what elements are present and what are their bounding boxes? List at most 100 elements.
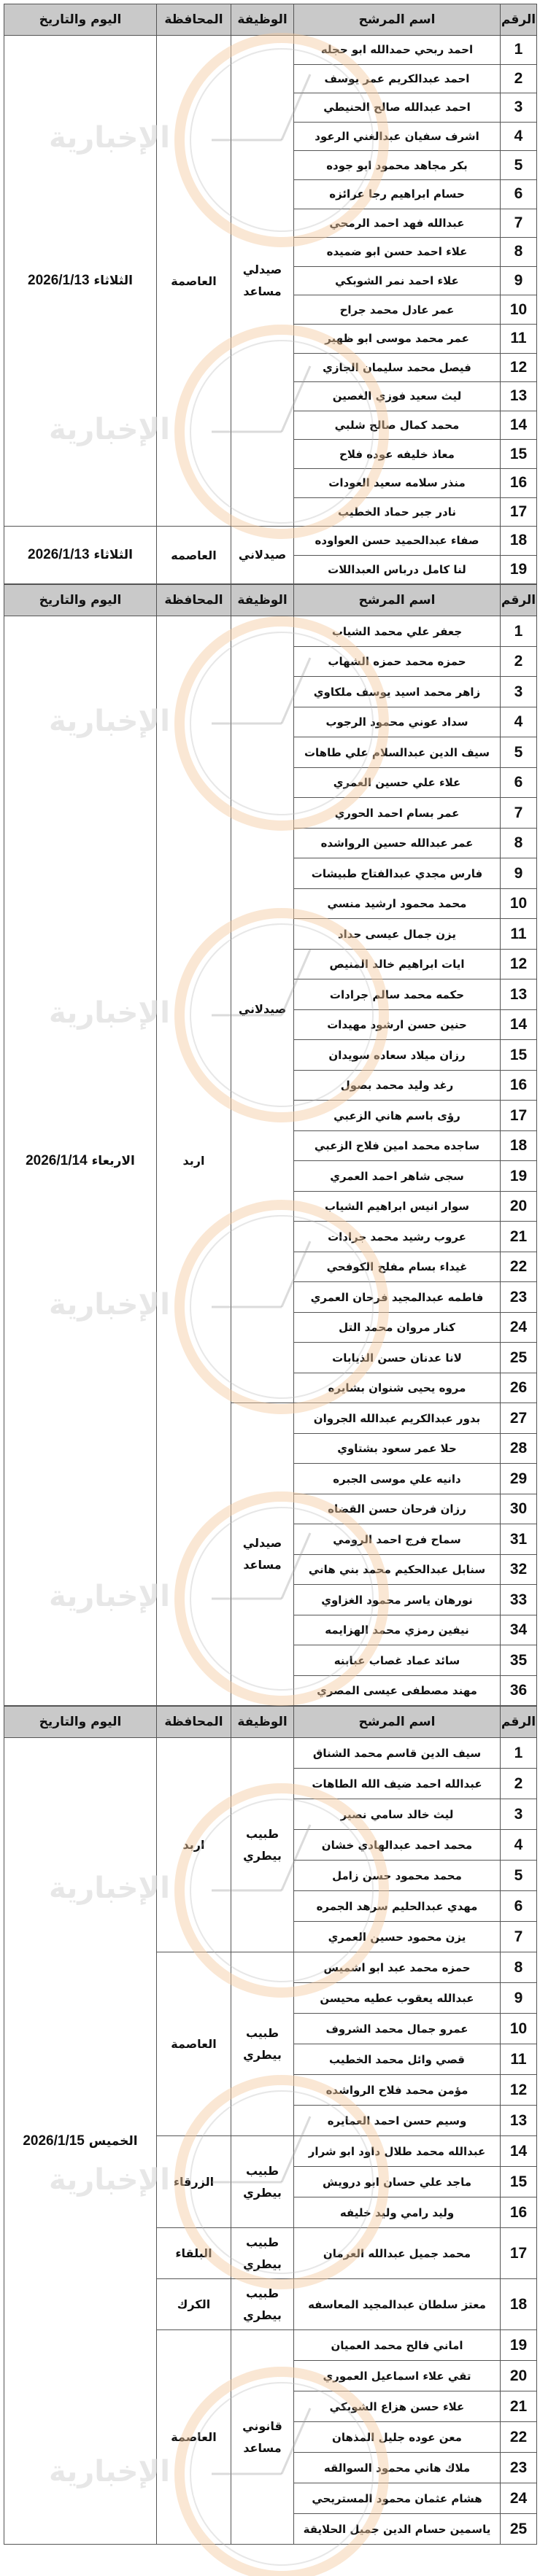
row-number: 10 [500,2013,537,2045]
header-governorate: المحافظة [156,1706,231,1739]
row-number: 12 [500,948,537,980]
header-candidate-name: اسم المرشح [293,584,501,617]
row-number: 12 [500,352,537,383]
table-row: 4 اشرف سفيان عبدالغني الرعود [4,121,537,152]
table-row: 10 عمر عادل محمد جراح [4,295,537,325]
table-row: 4 سداد عوني محمود الرجوب [4,706,537,738]
candidate-name: عمر محمد موسى ابو ظهير [293,323,501,354]
day-date-cell: الثلاثاء 2026/1/13 [4,34,157,527]
candidate-name: دانيه علي موسى الجبره [293,1463,501,1494]
candidate-name: معاذ خليفه عوده فلاح [293,439,501,469]
row-number: 4 [500,1829,537,1861]
row-number: 13 [500,979,537,1010]
candidate-name: احمد ربحي حمدالله ابو حجله [293,35,501,65]
day-label: الثلاثاء [93,548,133,563]
row-number: 1 [500,1737,537,1769]
header-row: الرقم اسم المرشح الوظيفة المحافظة اليوم والت… [4,1706,537,1739]
row-number: 18 [500,1130,537,1162]
candidate-name: عمر عادل محمد جراح [293,295,501,325]
row-number: 2 [500,645,537,678]
table-row: 15 معاذ خليفه عوده فلاح [4,439,537,469]
table-row: 23 ملاك هاني محمود السوالقه [4,2452,537,2484]
table-row: 8 حمزه محمد عبد ابو اشميس طبيب بيطري العاصم… [4,1952,537,2137]
row-number: 26 [500,1372,537,1404]
table-row: 19 لنا كامل درباس العبداللات [4,554,537,585]
candidate-name: لانا عدنان حسن الذيابات [293,1342,501,1373]
candidate-name: عروب رشيد محمد جرادات [293,1221,501,1252]
row-number: 22 [500,2421,537,2453]
header-day-date: اليوم والتاريخ [4,1706,157,1739]
table-row: 15 رزان ميلاد سعاده سويدان [4,1039,537,1071]
candidate-name: تقي علاء اسماعيل العموري [293,2360,501,2392]
candidates-schedule: الرقم اسم المرشح الوظيفة المحافظة اليوم والت… [4,4,537,2545]
row-number: 16 [500,468,537,498]
candidate-name: ايات ابراهيم خالد المنيص [293,948,501,980]
candidate-name: رغد وليد محمد بصول [293,1069,501,1101]
governorate-cell: العاصمه [156,526,231,585]
header-number: الرقم [500,584,537,617]
table-row: 36 مهند مصطفى عيسى المصري [4,1675,537,1707]
row-number: 32 [500,1553,537,1586]
table-row: 19 اماني فالح محمد العميان قانوني مساعد الع… [4,2329,537,2545]
row-number: 34 [500,1614,537,1646]
table-row: 15 ماجد علي حسان ابو درويش [4,2166,537,2198]
candidate-name: مهدي عبدالحليم سرهد الجمره [293,1890,501,1923]
row-number: 11 [500,918,537,950]
candidate-name: جعفر علي محمد الشياب [293,616,501,647]
table-row: 14 محمد كمال صالح شلبي [4,410,537,441]
table-row: 12 فيصل محمد سليمان الجازي [4,352,537,383]
row-number: 15 [500,1039,537,1071]
row-number: 29 [500,1463,537,1494]
candidate-name: محمد احمد عبدالهادي خشان [293,1829,501,1861]
candidate-name: قصي وائل محمد الخطيب [293,2044,501,2076]
row-number: 31 [500,1524,537,1555]
table-row: 6 حسام ابراهيم رجا عرائزه [4,179,537,209]
table-row: 5 بكر مجاهد محمود ابو جوده [4,150,537,180]
row-number: 18 [500,2278,537,2331]
row-number: 36 [500,1675,537,1707]
job-cell: صيدلي مساعد [231,34,294,527]
governorate-cell: البلقاء [156,2227,231,2280]
table-row: 17 محمد جميل عبدالله العرمان طبيب بيطري الب… [4,2227,537,2280]
row-number: 30 [500,1493,537,1525]
table-row: 6 علاء علي حسين العمري [4,767,537,799]
table-row: 16 رغد وليد محمد بصول [4,1069,537,1101]
job-cell: قانوني مساعد [231,2329,294,2545]
governorate-cell: العاصمة [156,1952,231,2137]
table-row: 22 غيداء بسام مفلح الكوفحي [4,1251,537,1283]
candidate-name: حكمه محمد سالم جرادات [293,979,501,1010]
row-number: 18 [500,526,537,556]
row-number: 24 [500,1311,537,1343]
job-cell: طبيب بيطري [231,2135,294,2229]
row-number: 7 [500,208,537,238]
candidate-name: سنابل عبدالحكيم محمد بني هاني [293,1553,501,1586]
row-number: 8 [500,827,537,859]
day-date-cell: الثلاثاء 2026/1/13 [4,526,157,585]
candidate-name: حمزه محمد حمزه الشهاب [293,645,501,678]
candidate-name: محمد محمود ارشيد منسي [293,888,501,920]
row-number: 11 [500,323,537,354]
row-number: 19 [500,2329,537,2362]
table-row: 27 بدور عبدالكريم عبدالله الجروان صيدلي مس… [4,1403,537,1707]
candidate-name: علاء حسن هزاع الشوبكي [293,2391,501,2423]
row-number: 13 [500,381,537,411]
table-row: 25 ياسمين حسام الدين جميل الحلايقة [4,2513,537,2545]
candidate-name: عبدالله يعقوب عطيه محيسن [293,1982,501,2014]
row-number: 25 [500,2513,537,2545]
header-candidate-name: اسم المرشح [293,4,501,36]
date-label: 2026/1/15 [23,2133,85,2149]
table-row: 1 جعفر علي محمد الشياب صيدلاني اربد الاربعاء… [4,616,537,1707]
table-row: 21 عروب رشيد محمد جرادات [4,1221,537,1252]
candidate-name: عمر بسام احمد الحوري [293,797,501,829]
row-number: 1 [500,616,537,647]
candidate-name: محمد جميل عبدالله العرمان [293,2227,501,2280]
candidate-name: رزان ميلاد سعاده سويدان [293,1039,501,1071]
header-number: الرقم [500,4,537,36]
candidate-name: اشرف سفيان عبدالغني الرعود [293,121,501,152]
row-number: 17 [500,2227,537,2280]
candidate-name: معتز سلطان عبدالمجيد المعاسفه [293,2278,501,2331]
row-number: 6 [500,1890,537,1923]
table-row: 25 لانا عدنان حسن الذيابات [4,1342,537,1373]
row-number: 23 [500,2452,537,2484]
table-row: 18 ساجده محمد امين فلاح الزعبي [4,1130,537,1162]
